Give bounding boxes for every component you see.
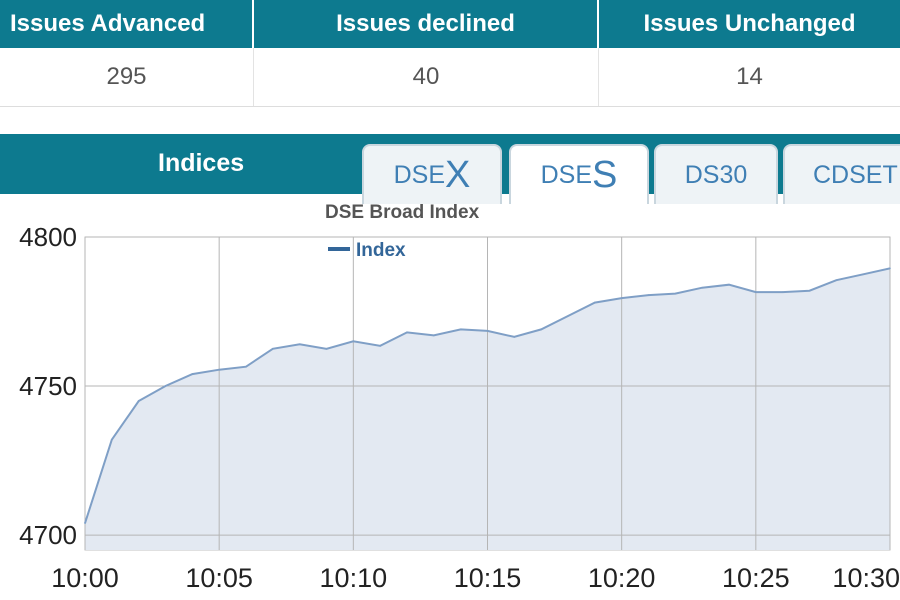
tab-dses-prefix: DSE bbox=[540, 160, 593, 189]
data-point bbox=[137, 400, 140, 402]
data-point bbox=[647, 294, 650, 296]
value-issues-declined: 40 bbox=[254, 48, 599, 106]
tab-dses-suffix: S bbox=[592, 153, 618, 196]
tab-cdset[interactable]: CDSET bbox=[783, 144, 900, 204]
data-point bbox=[781, 291, 784, 293]
legend-label-index: Index bbox=[356, 240, 406, 261]
dse-broad-index-chart: 4700 4750 4800 10:00 10:05 10:10 10:15 10:20 10:… bbox=[19, 202, 900, 593]
header-issues-declined: Issues declined bbox=[254, 0, 599, 48]
tab-dsex-suffix: X bbox=[445, 153, 471, 196]
market-stats-table: Issues Advanced Issues declined Issues U… bbox=[0, 0, 900, 107]
x-tick-label: 10:30 bbox=[832, 563, 900, 593]
data-point bbox=[84, 522, 86, 524]
tab-dsex-prefix: DSE bbox=[393, 160, 446, 189]
value-issues-advanced: 295 bbox=[0, 48, 254, 106]
indices-title: Indices bbox=[158, 149, 245, 177]
header-issues-unchanged: Issues Unchanged bbox=[643, 10, 856, 37]
data-point bbox=[701, 286, 703, 289]
data-point bbox=[486, 330, 489, 332]
value-issues-unchanged: 14 bbox=[736, 63, 763, 90]
x-tick-label: 10:15 bbox=[454, 563, 522, 593]
tab-dses[interactable]: DSE S bbox=[509, 144, 649, 204]
tab-ds30[interactable]: DS30 bbox=[654, 144, 778, 204]
stats-value-row: 295 40 14 bbox=[0, 48, 900, 107]
data-point bbox=[862, 273, 864, 276]
data-point bbox=[272, 348, 274, 350]
data-point bbox=[433, 334, 435, 337]
x-tick-label: 10:10 bbox=[320, 563, 388, 593]
legend-swatch bbox=[328, 247, 350, 251]
data-point bbox=[164, 385, 167, 387]
header-issues-advanced: Issues Advanced bbox=[0, 0, 254, 48]
data-point bbox=[111, 438, 113, 441]
data-point bbox=[620, 297, 623, 299]
data-point bbox=[808, 289, 811, 292]
data-point bbox=[325, 348, 328, 350]
x-tick-label: 10:00 bbox=[51, 563, 119, 593]
tab-dsex[interactable]: DSE X bbox=[362, 144, 502, 204]
chart-title: DSE Broad Index bbox=[325, 202, 480, 223]
data-point bbox=[218, 368, 220, 371]
data-point bbox=[889, 267, 891, 270]
data-point bbox=[540, 328, 542, 331]
data-point bbox=[352, 340, 355, 343]
x-tick-label: 10:20 bbox=[588, 563, 656, 593]
data-point bbox=[594, 301, 596, 304]
y-tick-label: 4800 bbox=[19, 222, 77, 252]
y-tick-label: 4700 bbox=[19, 520, 77, 550]
y-tick-label: 4750 bbox=[19, 371, 77, 401]
data-point bbox=[459, 328, 462, 331]
stats-header-row: Issues Advanced Issues declined Issues U… bbox=[0, 0, 900, 48]
data-point bbox=[567, 315, 569, 317]
data-point bbox=[379, 345, 382, 347]
data-point bbox=[835, 279, 838, 281]
data-point bbox=[298, 343, 301, 346]
data-point bbox=[755, 291, 757, 293]
data-point bbox=[513, 336, 516, 338]
data-point bbox=[674, 292, 677, 295]
data-point bbox=[245, 365, 247, 368]
x-tick-label: 10:05 bbox=[185, 563, 253, 593]
x-tick-label: 10:25 bbox=[722, 563, 790, 593]
data-point bbox=[406, 331, 408, 334]
data-point bbox=[728, 283, 730, 286]
data-point bbox=[191, 373, 194, 375]
